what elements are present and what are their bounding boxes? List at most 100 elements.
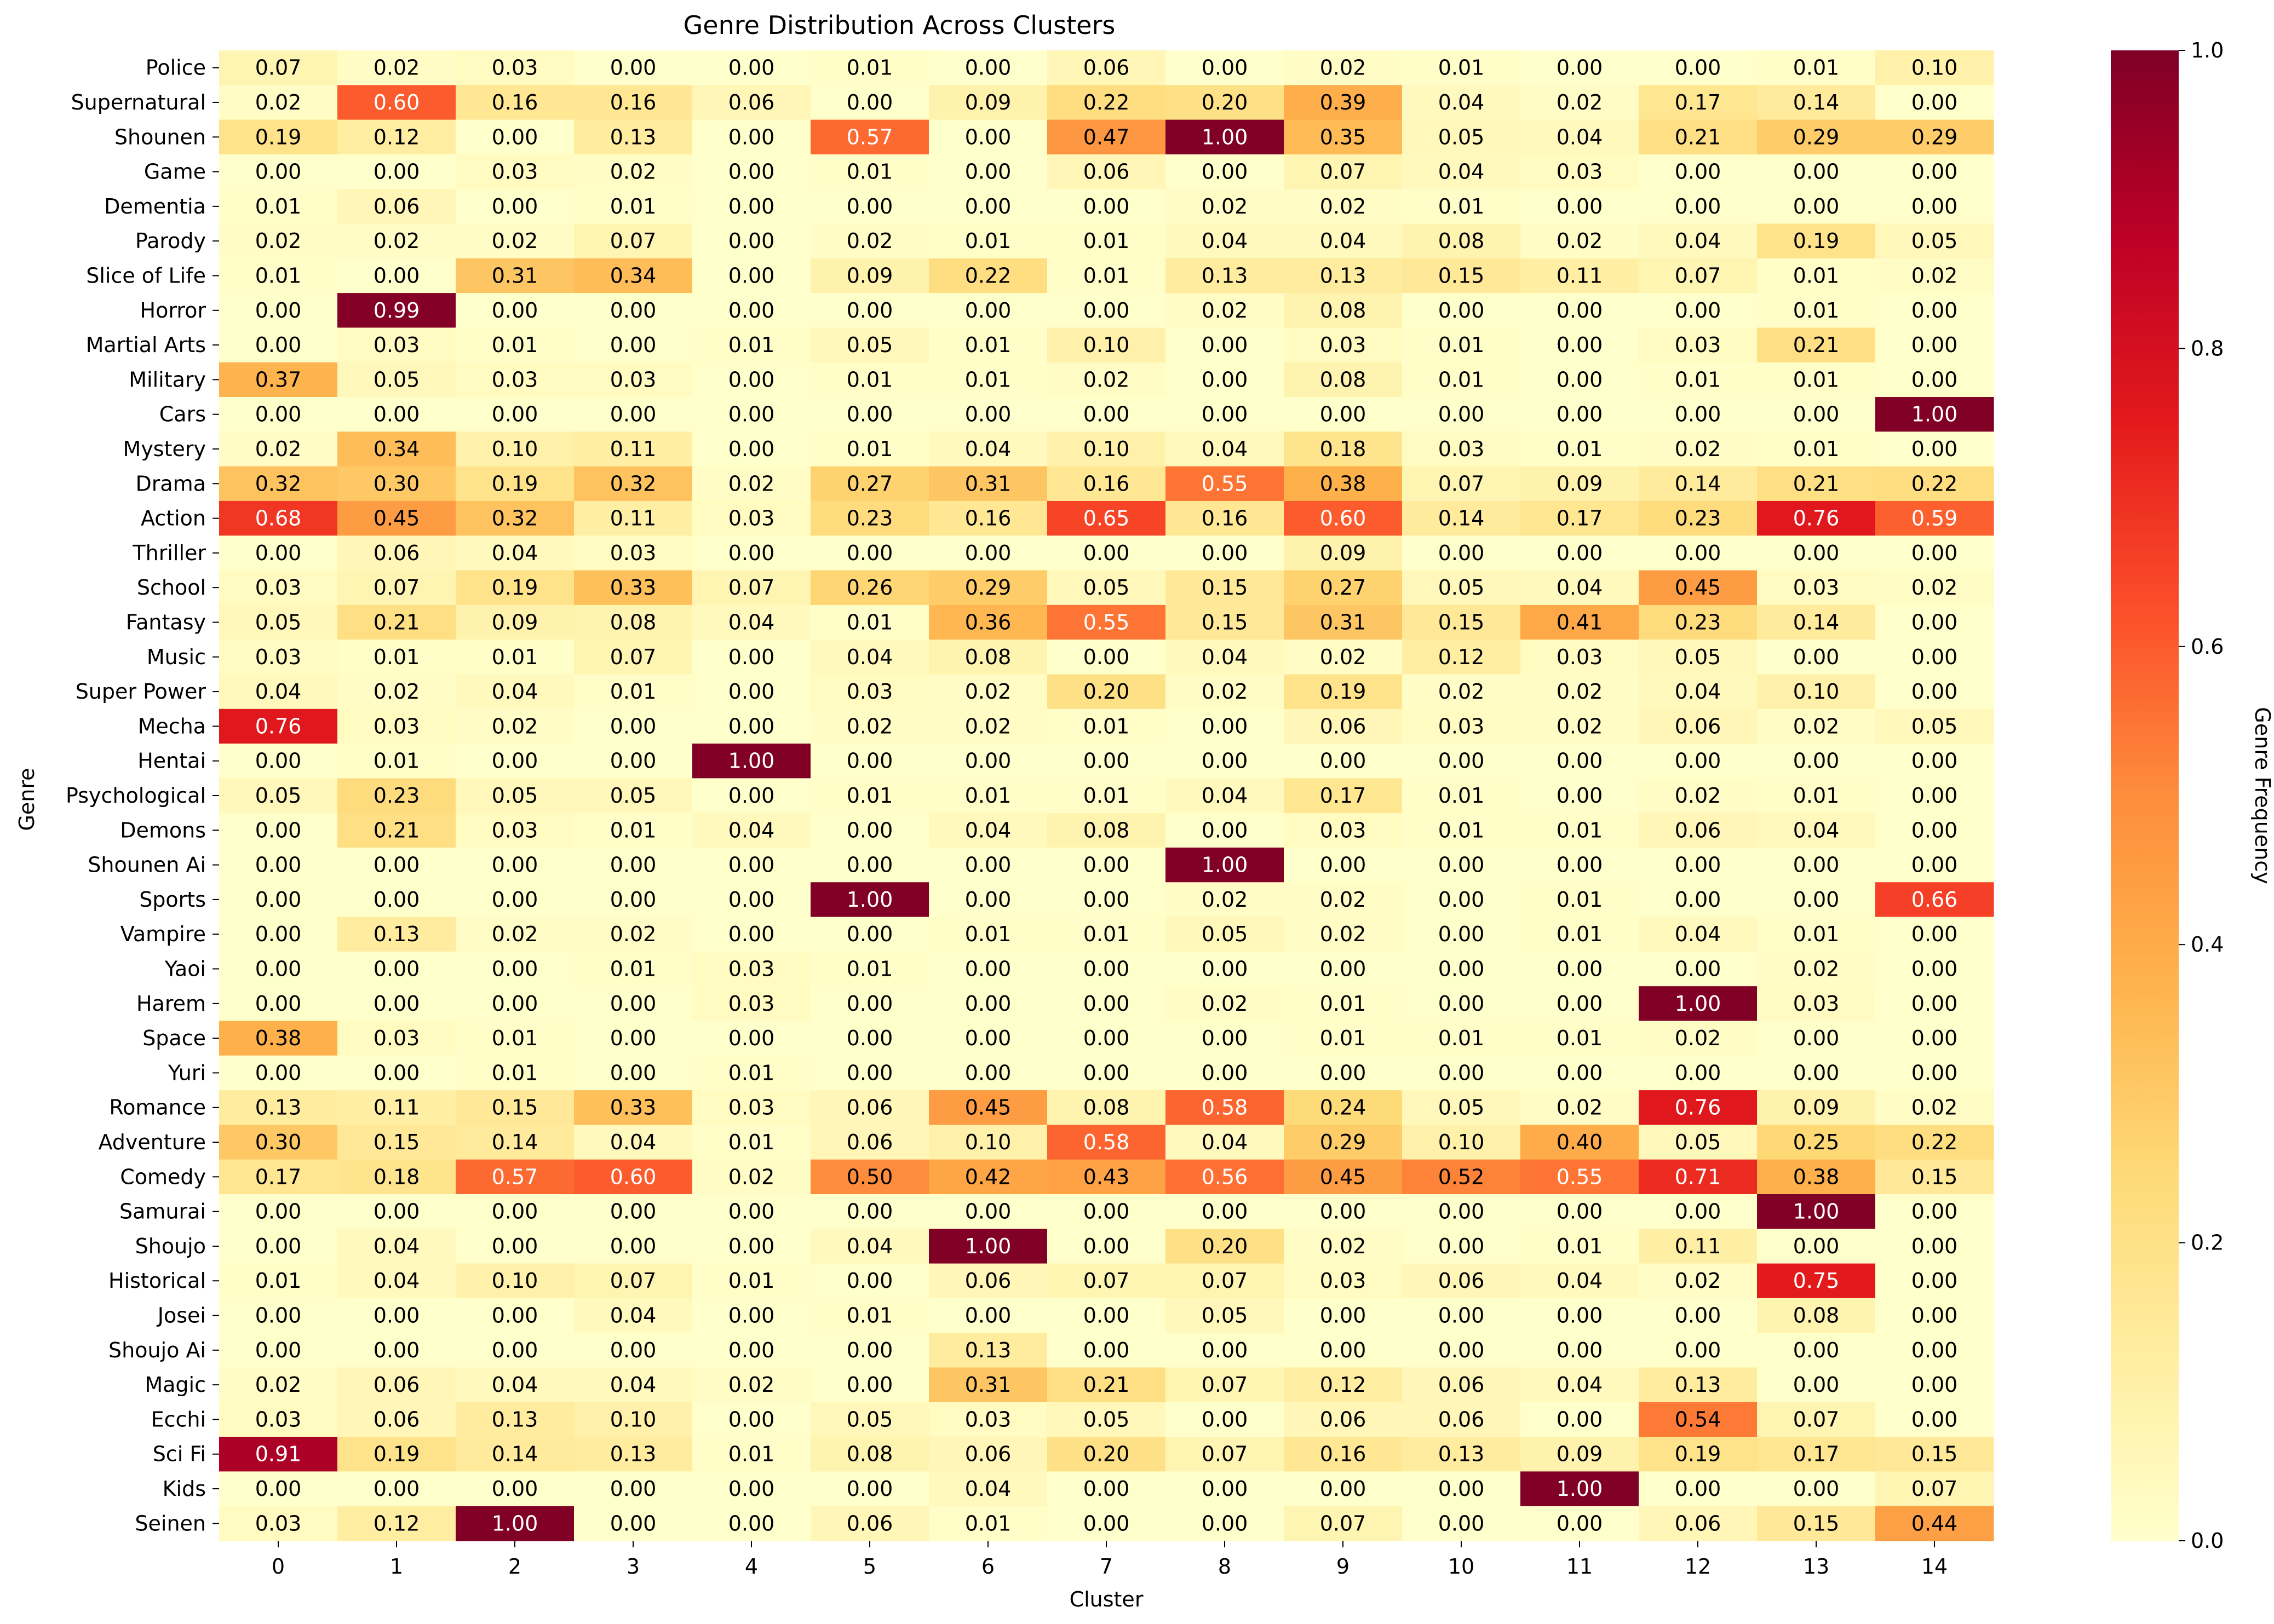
- heatmap-cell: [811, 1263, 929, 1299]
- cell-value-label: 0.76: [1675, 1096, 1721, 1120]
- cell-value-label: 0.01: [255, 1269, 302, 1293]
- heatmap-cell: [456, 223, 575, 259]
- cell-value-label: 0.00: [1438, 853, 1485, 877]
- heatmap-cell: [1402, 362, 1521, 398]
- heatmap-cell: [1520, 778, 1639, 814]
- cell-value-label: 0.00: [1083, 749, 1130, 773]
- cell-value-label: 0.03: [1438, 714, 1485, 738]
- cell-value-label: 0.00: [847, 1061, 893, 1085]
- cell-value-label: 0.11: [1675, 1234, 1721, 1258]
- cell-value-label: 1.00: [965, 1234, 1012, 1258]
- heatmap-cell: [1165, 604, 1284, 640]
- heatmap-cell: [219, 709, 338, 744]
- cell-value-label: 0.03: [1793, 575, 1840, 600]
- cell-value-label: 0.22: [1083, 90, 1130, 114]
- cell-value-label: 0.05: [1083, 575, 1130, 600]
- heatmap-cell: [1284, 293, 1403, 329]
- cell-value-label: 0.00: [1083, 645, 1130, 669]
- heatmap-cell: [219, 1298, 338, 1333]
- heatmap-cell: [337, 640, 456, 675]
- cell-value-label: 0.08: [1793, 1304, 1840, 1328]
- heatmap-cell: [692, 917, 811, 952]
- heatmap-cell: [219, 327, 338, 363]
- heatmap-cell: [1284, 431, 1403, 467]
- cell-value-label: 0.02: [492, 229, 538, 253]
- heatmap-cell: [1875, 1471, 1994, 1507]
- y-tick-label: Magic: [145, 1373, 206, 1397]
- cell-value-label: 0.20: [1083, 1442, 1130, 1466]
- cell-value-label: 0.04: [1557, 125, 1603, 149]
- cell-value-label: 0.00: [847, 1338, 893, 1362]
- cell-value-label: 0.01: [1793, 922, 1840, 946]
- cell-value-label: 0.15: [374, 1130, 420, 1154]
- heatmap-cell: [1402, 1090, 1521, 1125]
- y-tick-label: Psychological: [66, 784, 206, 808]
- heatmap-cell: [219, 362, 338, 398]
- heatmap-cell: [219, 570, 338, 606]
- cell-value-label: 0.02: [1557, 714, 1603, 738]
- heatmap-cell: [456, 1333, 575, 1368]
- cell-value-label: 0.06: [1438, 1407, 1485, 1431]
- x-tick-label: 8: [1218, 1554, 1231, 1579]
- heatmap-cell: [337, 1055, 456, 1091]
- heatmap-cell: [929, 1298, 1048, 1333]
- cell-value-label: 0.00: [1675, 298, 1721, 323]
- cell-value-label: 0.00: [1675, 160, 1721, 184]
- heatmap-cell: [1047, 50, 1166, 85]
- cell-value-label: 0.05: [1438, 125, 1485, 149]
- cell-value-label: 0.45: [1675, 575, 1721, 600]
- cell-value-label: 0.01: [1438, 784, 1485, 808]
- cell-value-label: 0.00: [728, 1338, 775, 1362]
- heatmap-cell: [1284, 1506, 1403, 1541]
- heatmap-cell: [219, 535, 338, 571]
- cell-value-label: 0.07: [1083, 1269, 1130, 1293]
- heatmap-cell: [1284, 744, 1403, 779]
- cell-value-label: 0.00: [374, 957, 420, 981]
- cell-value-label: 0.19: [1675, 1442, 1721, 1466]
- heatmap-cell: [929, 1333, 1048, 1368]
- cell-value-label: 1.00: [1557, 1477, 1603, 1501]
- cell-value-label: 0.23: [1675, 506, 1721, 531]
- cell-value-label: 0.07: [1911, 1477, 1958, 1501]
- heatmap-cell: [1165, 1021, 1284, 1056]
- cell-value-label: 0.19: [492, 471, 538, 496]
- heatmap-cell: [1284, 1125, 1403, 1160]
- cell-value-label: 0.00: [1675, 888, 1721, 912]
- heatmap-cell: [811, 1125, 929, 1160]
- cell-value-label: 0.04: [965, 1477, 1012, 1501]
- heatmap-cell: [1402, 1021, 1521, 1056]
- heatmap-cell: [337, 362, 456, 398]
- heatmap-cell: [1047, 744, 1166, 779]
- cell-value-label: 0.19: [1793, 229, 1840, 253]
- cell-value-label: 0.00: [1675, 1338, 1721, 1362]
- heatmap-cell: [929, 1229, 1048, 1264]
- cell-value-label: 0.01: [1438, 56, 1485, 80]
- heatmap-cell: [574, 1194, 693, 1229]
- cell-value-label: 0.31: [965, 471, 1012, 496]
- cell-value-label: 0.16: [1202, 506, 1248, 531]
- cell-value-label: 0.03: [374, 714, 420, 738]
- cell-value-label: 0.02: [1557, 679, 1603, 704]
- heatmap-cell: [811, 709, 929, 744]
- cell-value-label: 0.00: [1557, 402, 1603, 427]
- heatmap-cell: [1757, 1263, 1876, 1299]
- cell-value-label: 0.00: [610, 1234, 657, 1258]
- heatmap-cell: [1639, 986, 1758, 1022]
- cell-value-label: 0.00: [1911, 1269, 1958, 1293]
- heatmap-cell: [1402, 1055, 1521, 1091]
- heatmap-cell: [1284, 570, 1403, 606]
- heatmap-cell: [1165, 223, 1284, 259]
- heatmap-cell: [1875, 1333, 1994, 1368]
- cell-value-label: 0.00: [1911, 160, 1958, 184]
- heatmap-cell: [929, 778, 1048, 814]
- heatmap-cell: [219, 1159, 338, 1195]
- cell-value-label: 0.57: [847, 125, 893, 149]
- cell-value-label: 0.09: [1793, 1096, 1840, 1120]
- heatmap-cell: [1757, 397, 1876, 432]
- heatmap-cell: [1165, 1125, 1284, 1160]
- cell-value-label: 0.04: [1202, 784, 1248, 808]
- cell-value-label: 0.07: [610, 1269, 657, 1293]
- heatmap-cell: [929, 1471, 1048, 1507]
- heatmap-cell: [1284, 709, 1403, 744]
- cell-value-label: 0.00: [1793, 749, 1840, 773]
